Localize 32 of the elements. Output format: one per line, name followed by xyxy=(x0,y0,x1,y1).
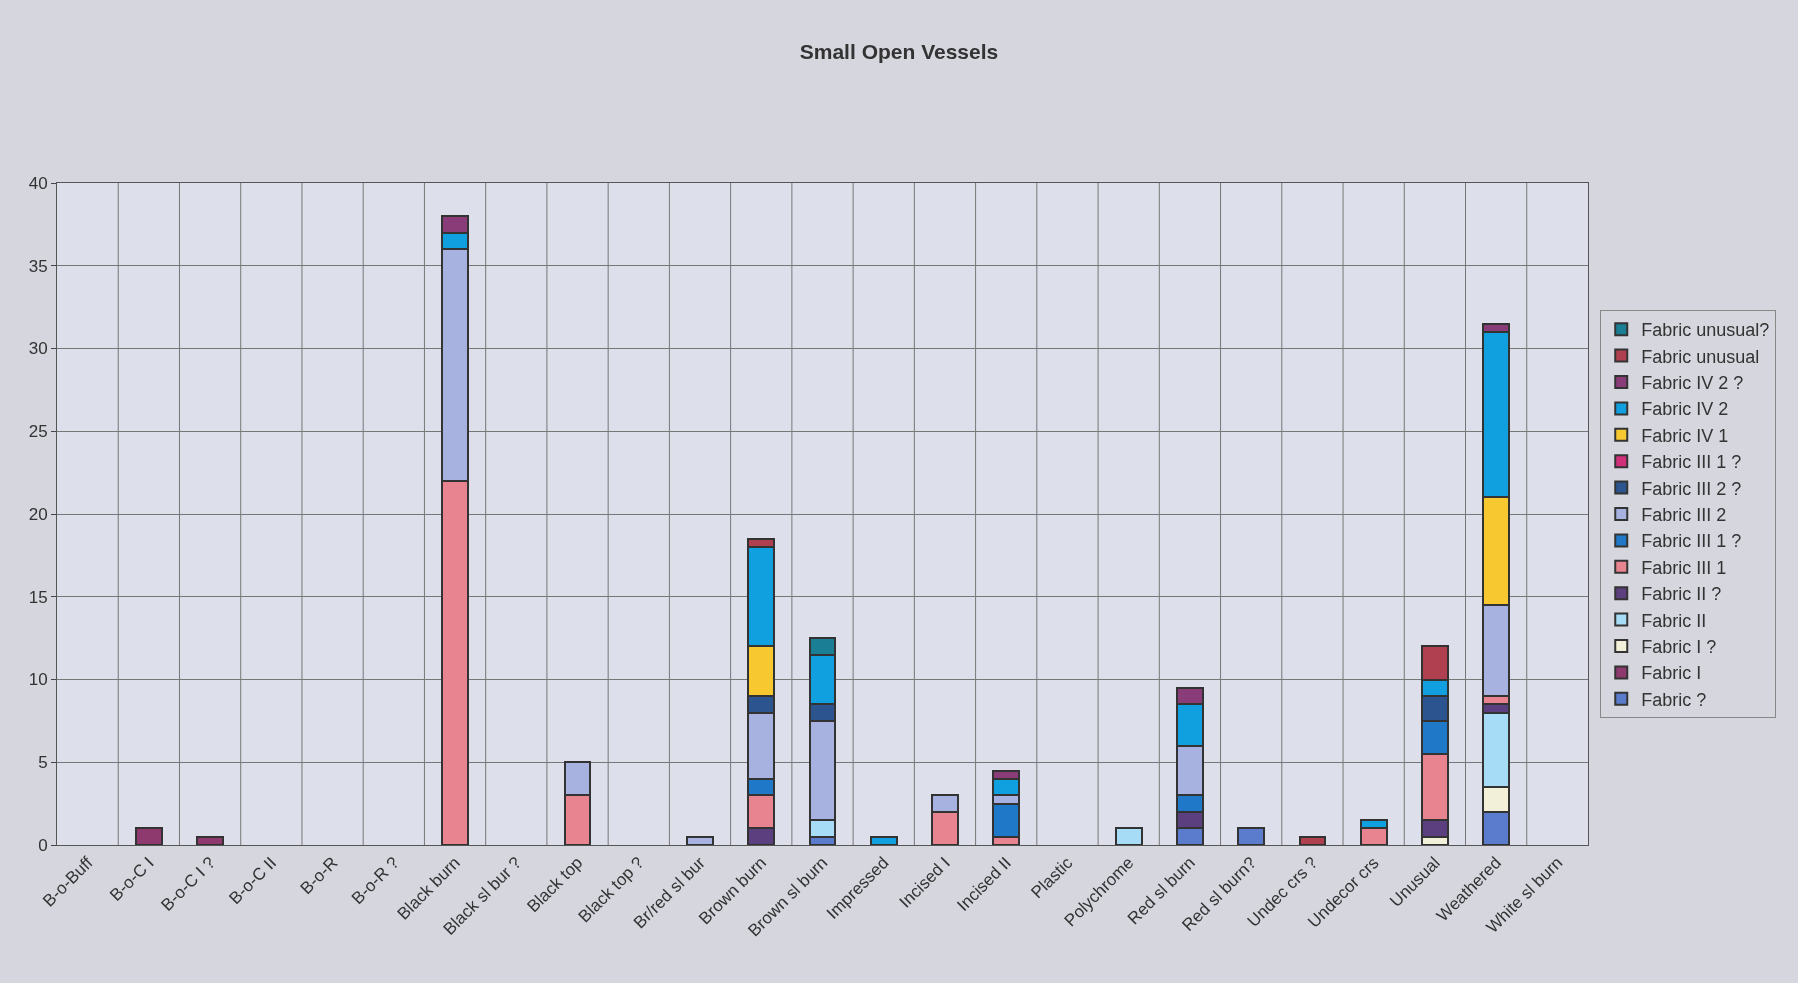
bar xyxy=(1114,827,1143,845)
chart-title: Small Open Vessels xyxy=(799,39,999,63)
legend-label: Fabric unusual? xyxy=(1641,320,1770,341)
legend-label: Fabric IV 2 ? xyxy=(1641,373,1744,394)
legend-label: Fabric II xyxy=(1641,610,1707,631)
legend-label: Fabric III 1 ? xyxy=(1641,531,1742,552)
legend-label: Fabric IV 1 xyxy=(1641,425,1729,446)
legend-label: Fabric I ? xyxy=(1641,637,1717,658)
legend-label: Fabric III 1 xyxy=(1641,557,1727,578)
legend-label: Fabric II ? xyxy=(1641,584,1722,605)
y-tick-label: 30 xyxy=(28,339,48,359)
legend-label: Fabric III 2 xyxy=(1641,505,1727,526)
y-tick-label: 10 xyxy=(28,670,48,690)
y-tick-label: 15 xyxy=(28,587,48,607)
legend-label: Fabric IV 2 xyxy=(1641,399,1729,420)
bar xyxy=(135,827,163,845)
y-tick-label: 35 xyxy=(28,256,48,276)
y-tick-label: 5 xyxy=(38,753,48,773)
legend-label: Fabric ? xyxy=(1641,689,1707,710)
bar xyxy=(1237,827,1266,845)
y-tick-label: 20 xyxy=(28,504,48,524)
y-tick-label: 25 xyxy=(28,422,48,442)
legend-label: Fabric III 1 ? xyxy=(1641,452,1742,473)
y-tick-label: 40 xyxy=(28,173,48,193)
legend-label: Fabric III 2 ? xyxy=(1641,478,1742,499)
legend-label: Fabric unusual xyxy=(1641,346,1760,367)
bar xyxy=(1298,835,1327,845)
legend-label: Fabric I xyxy=(1641,663,1702,684)
bar xyxy=(196,835,224,845)
y-tick-label: 0 xyxy=(38,835,48,855)
bar xyxy=(686,835,714,845)
bar xyxy=(869,835,898,845)
